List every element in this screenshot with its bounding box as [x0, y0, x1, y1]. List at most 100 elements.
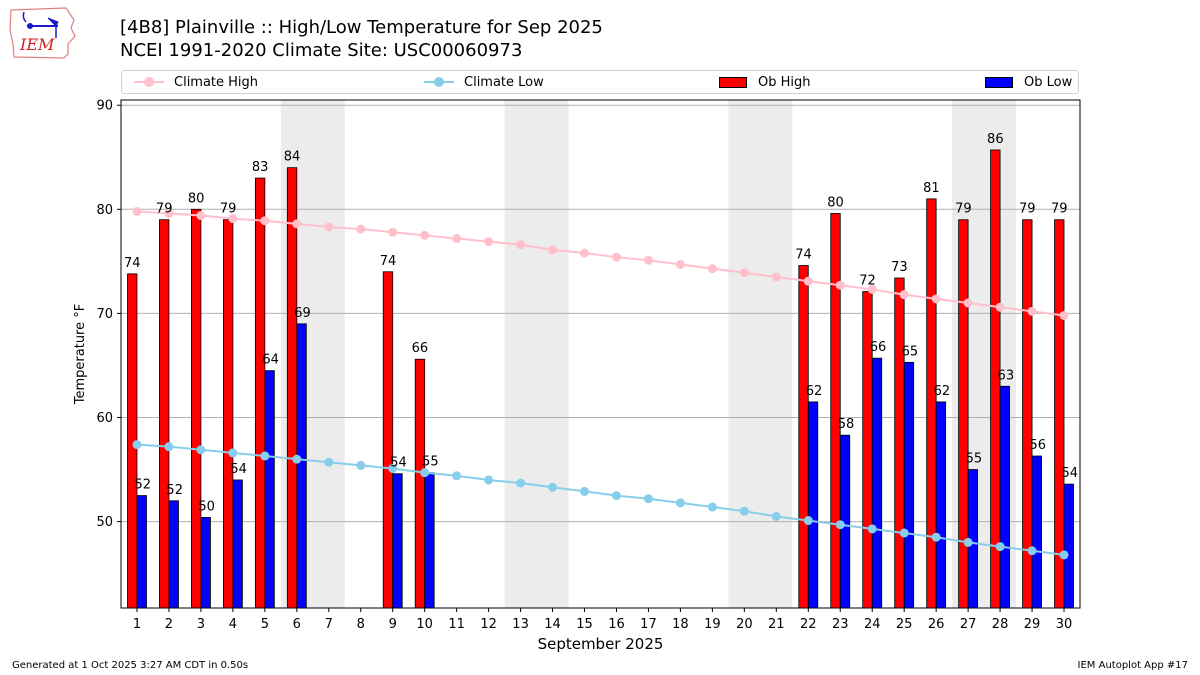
- ob-high-value-label: 72: [859, 274, 876, 289]
- x-tick-label: 8: [357, 617, 365, 632]
- ob-high-bar: [414, 358, 426, 609]
- ob-low-bar: [935, 401, 947, 609]
- ob-low-bar: [807, 401, 819, 609]
- climate-high-point: [452, 233, 462, 243]
- ob-high-bar: [191, 208, 202, 609]
- legend-item-climate-low: Climate Low: [424, 71, 544, 93]
- ob-high-value-label: 84: [284, 150, 301, 165]
- climate-low-point: [867, 524, 877, 534]
- chart-title: [4B8] Plainville :: High/Low Temperature…: [120, 17, 603, 38]
- climate-high-point: [356, 224, 366, 234]
- climate-low-point: [516, 478, 526, 488]
- x-tick-label: 24: [864, 617, 881, 632]
- ob-low-value-label: 50: [198, 499, 215, 514]
- x-tick-label: 12: [480, 617, 497, 632]
- y-tick-label: 90: [96, 99, 113, 114]
- ob-high-value-label: 66: [412, 341, 429, 356]
- ob-low-value-label: 66: [870, 340, 887, 355]
- x-tick-label: 22: [800, 617, 817, 632]
- ob-high-value-label: 79: [1019, 202, 1036, 217]
- climate-high-point: [707, 264, 717, 274]
- x-tick-label: 14: [544, 617, 561, 632]
- legend-label-climate-low: Climate Low: [464, 74, 544, 90]
- ob-high-bar: [862, 291, 873, 609]
- climate-high-point: [611, 252, 621, 262]
- ob-low-bar: [232, 479, 243, 609]
- legend-item-climate-high: Climate High: [134, 71, 258, 93]
- x-tick-label: 17: [640, 617, 657, 632]
- ob-high-value-label: 81: [923, 181, 940, 196]
- ob-low-value-label: 56: [1030, 438, 1047, 453]
- x-tick-label: 1: [133, 617, 141, 632]
- y-axis-label: Temperature °F: [73, 304, 88, 405]
- ob-low-bar: [264, 370, 275, 609]
- ob-low-bar: [392, 473, 403, 609]
- x-axis-label: September 2025: [538, 635, 664, 653]
- ob-high-value-label: 79: [220, 202, 237, 217]
- observation-bars: [127, 149, 1074, 609]
- climate-low-point: [324, 457, 334, 467]
- logo-text: IEM: [19, 35, 55, 54]
- bar-value-labels: 74 52 79 52 80 50 79 54 83 64 84 69 74 54 66 55 74 62 80 58…: [124, 132, 1078, 514]
- legend-label-ob-low: Ob Low: [1024, 74, 1073, 90]
- climate-low-point: [292, 454, 302, 464]
- x-tick-label: 11: [448, 617, 465, 632]
- weekend-shade-band: [728, 100, 793, 608]
- ob-high-bar: [1054, 219, 1065, 609]
- x-tick-label: 25: [896, 617, 913, 632]
- climate-low-point: [771, 511, 781, 521]
- legend-label-climate-high: Climate High: [174, 74, 259, 90]
- climate-high-point: [132, 206, 142, 216]
- plot-frame: [120, 99, 1081, 609]
- climate-low-point: [356, 460, 366, 470]
- climate-high-point: [739, 268, 749, 278]
- climate-high-point: [580, 248, 590, 258]
- climate-high-point: [516, 240, 526, 250]
- chart-legend: Climate High Climate Low Ob High Ob Low: [121, 70, 1079, 94]
- x-tick-label: 9: [389, 617, 397, 632]
- generated-timestamp: Generated at 1 Oct 2025 3:27 AM CDT in 0…: [12, 660, 249, 671]
- ob-high-bar: [382, 271, 394, 609]
- climate-low-point: [611, 491, 621, 501]
- app-credit: IEM Autoplot App #17: [1077, 660, 1188, 671]
- ob-high-patch-icon: [719, 76, 747, 88]
- ob-low-value-label: 69: [294, 306, 311, 321]
- ob-high-value-label: 74: [124, 256, 141, 271]
- ob-high-bar: [254, 177, 266, 609]
- x-tick-label: 30: [1056, 617, 1073, 632]
- climate-low-point: [388, 464, 398, 474]
- ob-high-value-label: 80: [827, 195, 844, 210]
- ob-high-value-label: 79: [156, 202, 173, 217]
- legend-item-ob-high: Ob High: [719, 71, 811, 93]
- x-tick-label: 18: [672, 617, 689, 632]
- ob-low-bar: [200, 517, 211, 609]
- ob-low-value-label: 55: [966, 452, 983, 467]
- ob-low-bar: [903, 361, 915, 609]
- ob-low-value-label: 55: [422, 455, 439, 470]
- ob-low-bar: [1063, 483, 1074, 609]
- climate-high-point: [1059, 310, 1069, 320]
- climate-high-line-icon: [134, 77, 164, 87]
- climate-low-point: [707, 502, 717, 512]
- ob-low-patch-icon: [985, 76, 1013, 88]
- ob-high-bar: [830, 213, 841, 609]
- climate-high-point: [196, 211, 206, 221]
- climate-low-point: [739, 506, 749, 516]
- climate-low-point: [548, 482, 558, 492]
- y-gridlines: [121, 104, 1080, 523]
- climate-low-point: [963, 537, 973, 547]
- climate-high-point: [771, 272, 781, 282]
- y-tick-label: 60: [96, 411, 113, 426]
- climate-high-point: [260, 216, 270, 226]
- ob-low-bar: [136, 495, 147, 609]
- ob-low-bar: [1031, 455, 1042, 609]
- ob-high-bar: [159, 219, 170, 609]
- ob-low-bar: [424, 472, 435, 609]
- ob-high-value-label: 79: [1051, 202, 1068, 217]
- climate-low-point: [835, 520, 845, 530]
- ob-low-value-label: 58: [838, 417, 855, 432]
- ob-high-bar: [286, 167, 298, 609]
- ob-high-value-label: 83: [252, 160, 269, 175]
- ob-low-bar: [871, 357, 883, 609]
- x-tick-label: 29: [1024, 617, 1041, 632]
